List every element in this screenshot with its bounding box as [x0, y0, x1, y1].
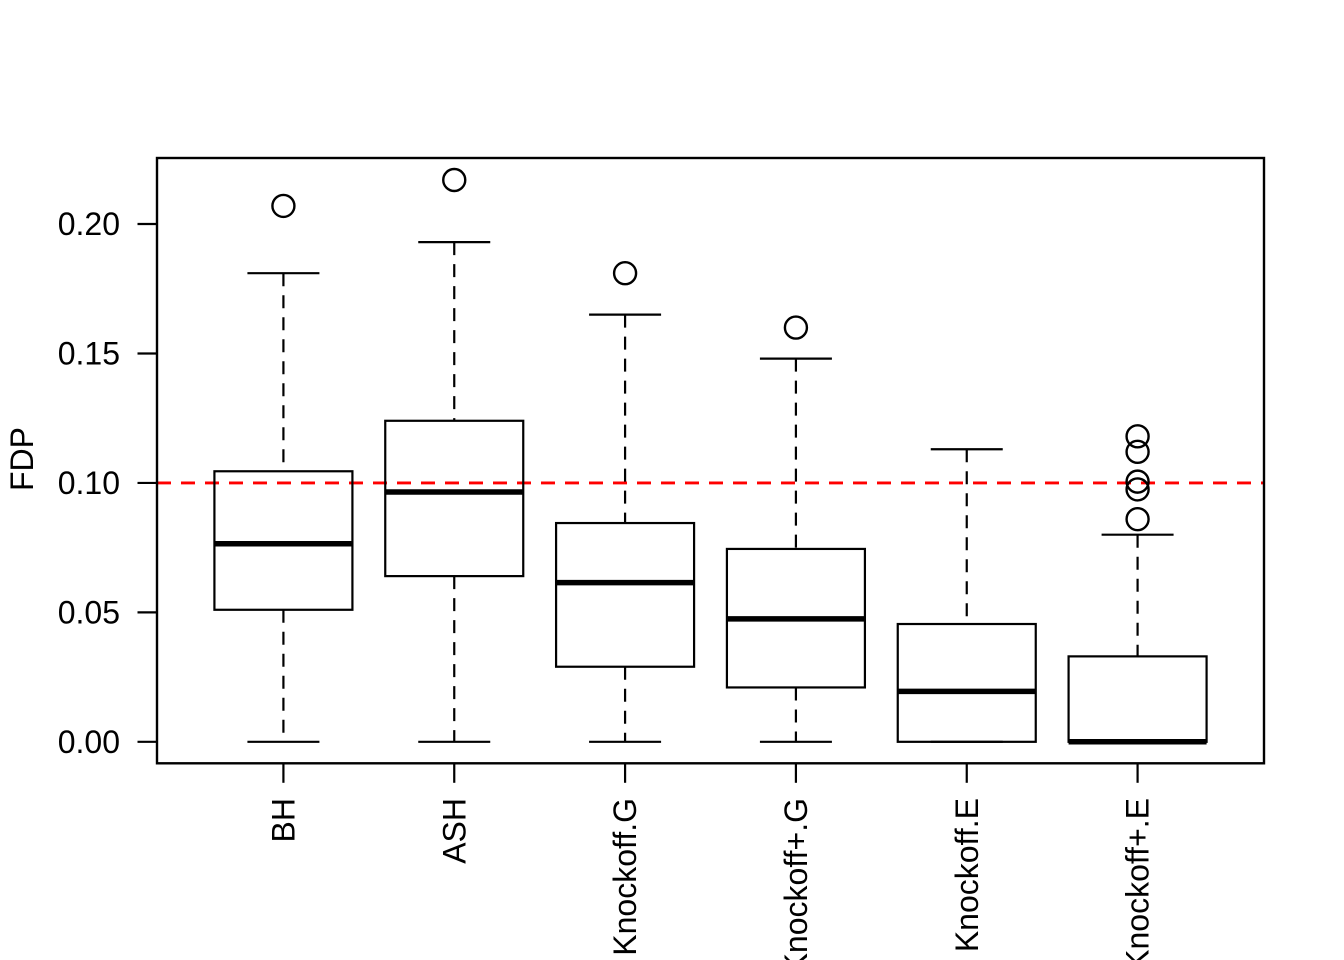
- box-iqr: [213, 470, 354, 611]
- y-tick-label: 0.00: [58, 724, 120, 760]
- box-iqr: [896, 622, 1037, 743]
- x-category-label: Knockoff.G: [607, 798, 643, 956]
- x-category-label: Knockoff.E: [949, 798, 985, 952]
- plot-frame: [155, 156, 1266, 765]
- box-iqr: [1067, 655, 1208, 743]
- outlier-point: [612, 261, 638, 286]
- plot-content: 0.00 0.05 0.10 0.15 0.20 BH ASH Knockoff.G Knock…: [58, 156, 1266, 960]
- outlier-point: [783, 315, 809, 340]
- outlier-point: [1125, 506, 1150, 532]
- outlier-point: [1125, 469, 1150, 494]
- outlier-point: [1125, 439, 1150, 465]
- y-tick-label: 0.05: [58, 595, 120, 631]
- x-category-label: Knockoff+.E: [1120, 798, 1156, 960]
- x-category-label: BH: [265, 798, 301, 842]
- outlier-point: [442, 167, 467, 193]
- x-category-label: Knockoff+.G: [778, 798, 814, 960]
- x-category-label: ASH: [436, 798, 472, 864]
- outlier-point: [1125, 477, 1150, 502]
- outlier-point: [271, 193, 296, 219]
- outlier-point: [1125, 424, 1150, 449]
- box-iqr: [384, 419, 525, 578]
- box-iqr: [554, 521, 696, 668]
- y-axis-title: FDP: [4, 427, 40, 491]
- y-tick-label: 0.10: [58, 465, 120, 501]
- y-tick-label: 0.20: [58, 206, 120, 242]
- y-tick-label: 0.15: [58, 336, 120, 372]
